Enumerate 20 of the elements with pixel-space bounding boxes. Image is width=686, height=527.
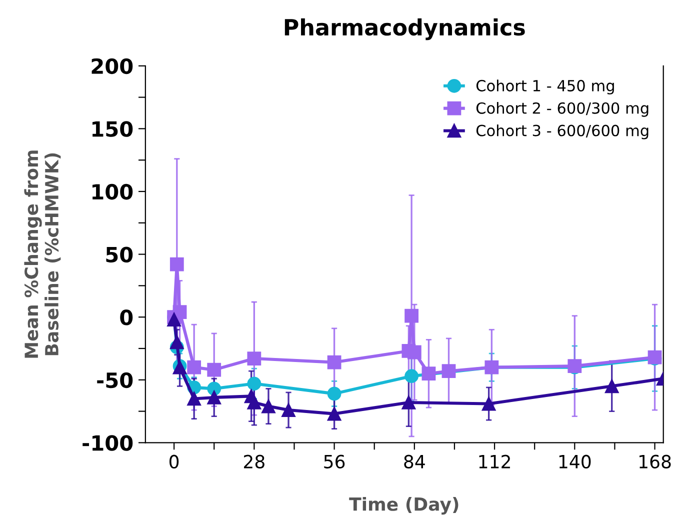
y-tick-label: 200 [92, 58, 133, 74]
y-tick-label: -100 [82, 435, 133, 451]
x-tick-label: 28 [244, 454, 264, 468]
x-tick-label: 112 [479, 454, 510, 468]
y-tick-label: 150 [92, 121, 133, 137]
legend-label: Cohort 1 - 450 mg [476, 80, 614, 94]
x-tick-label: 168 [640, 454, 671, 468]
x-tick-label: 84 [404, 454, 425, 468]
y-axis-title: Mean %Change from Baseline (%cHMWK) [24, 150, 61, 358]
x-axis-title: Time (Day) [349, 496, 458, 515]
x-tick-label: 56 [324, 454, 345, 468]
y-tick-label: 0 [120, 310, 133, 326]
x-tick-label: 0 [169, 454, 179, 468]
y-tick-label: 100 [92, 184, 133, 200]
x-tick-label: 140 [559, 454, 591, 468]
legend-label: Cohort 2 - 600/300 mg [476, 102, 648, 117]
y-tick-label: 50 [106, 246, 133, 262]
y-tick-label: -50 [97, 372, 133, 388]
chart-title: Pharmacodynamics [284, 18, 525, 40]
legend-label: Cohort 3 - 600/600 mg [476, 124, 648, 140]
